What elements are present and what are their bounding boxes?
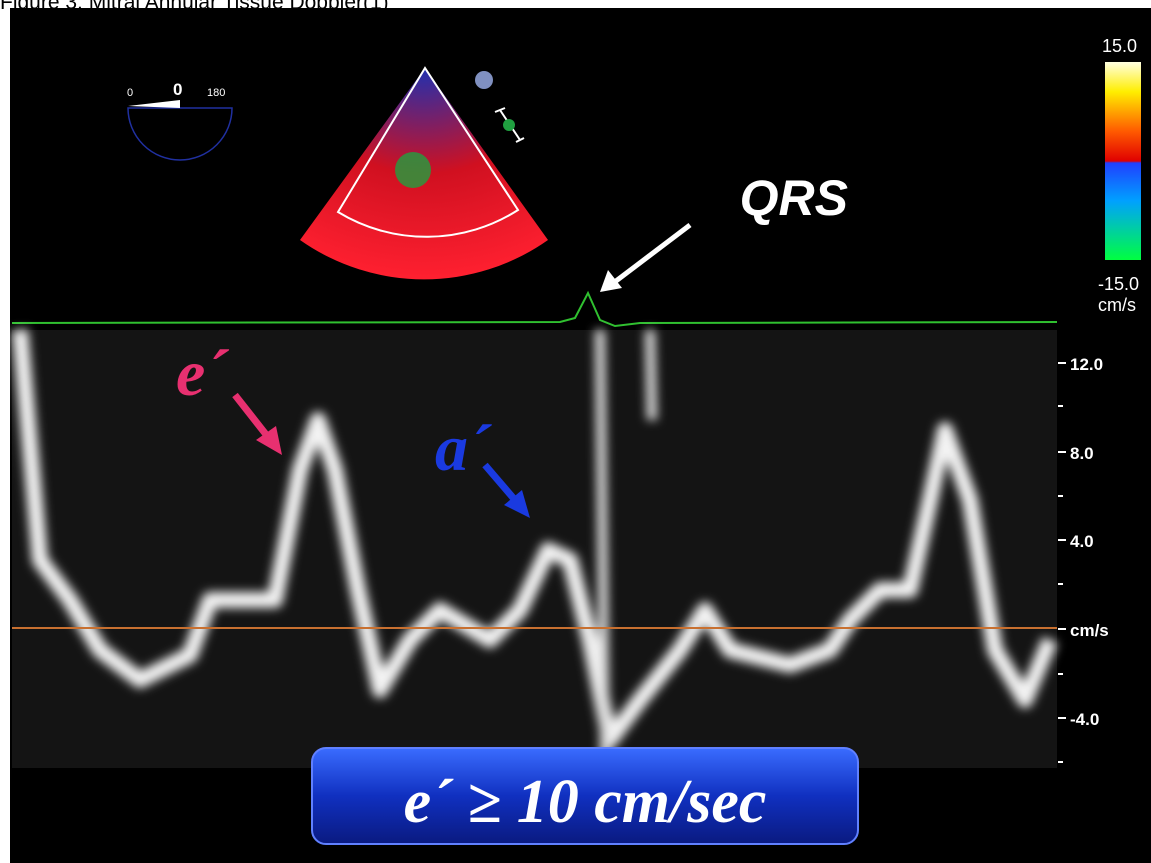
color-region (395, 152, 431, 188)
color-bar (1105, 62, 1141, 260)
e-prime-label: e´ (176, 337, 229, 410)
axis-label: 4.0 (1070, 532, 1094, 551)
axis-label: 12.0 (1070, 355, 1103, 374)
scale-unit: cm/s (1098, 295, 1136, 315)
axis-label: cm/s (1070, 621, 1109, 640)
criteria-text: e´ ≥ 10 cm/sec (404, 768, 767, 836)
probe-icon (475, 71, 493, 89)
qrs-label: QRS (740, 170, 848, 226)
angle-min: 0 (127, 87, 133, 99)
scale-top: 15.0 (1102, 36, 1137, 56)
spectral-field (12, 330, 1057, 768)
page: Figure 3. Mitral Annular Tissue Doppler(… (0, 0, 1151, 863)
doppler-image: 0 0 180 15.0 -15.0 cm/s 12.0 8.0 4.0 cm/s -4… (0, 0, 1151, 863)
axis-label: -4.0 (1070, 710, 1099, 729)
angle-value: 0 (173, 80, 182, 99)
scale-bottom: -15.0 (1098, 274, 1139, 294)
a-prime-label: a´ (435, 412, 492, 485)
axis-label: 8.0 (1070, 444, 1094, 463)
angle-max: 180 (207, 87, 225, 99)
gate-dot (503, 119, 515, 131)
